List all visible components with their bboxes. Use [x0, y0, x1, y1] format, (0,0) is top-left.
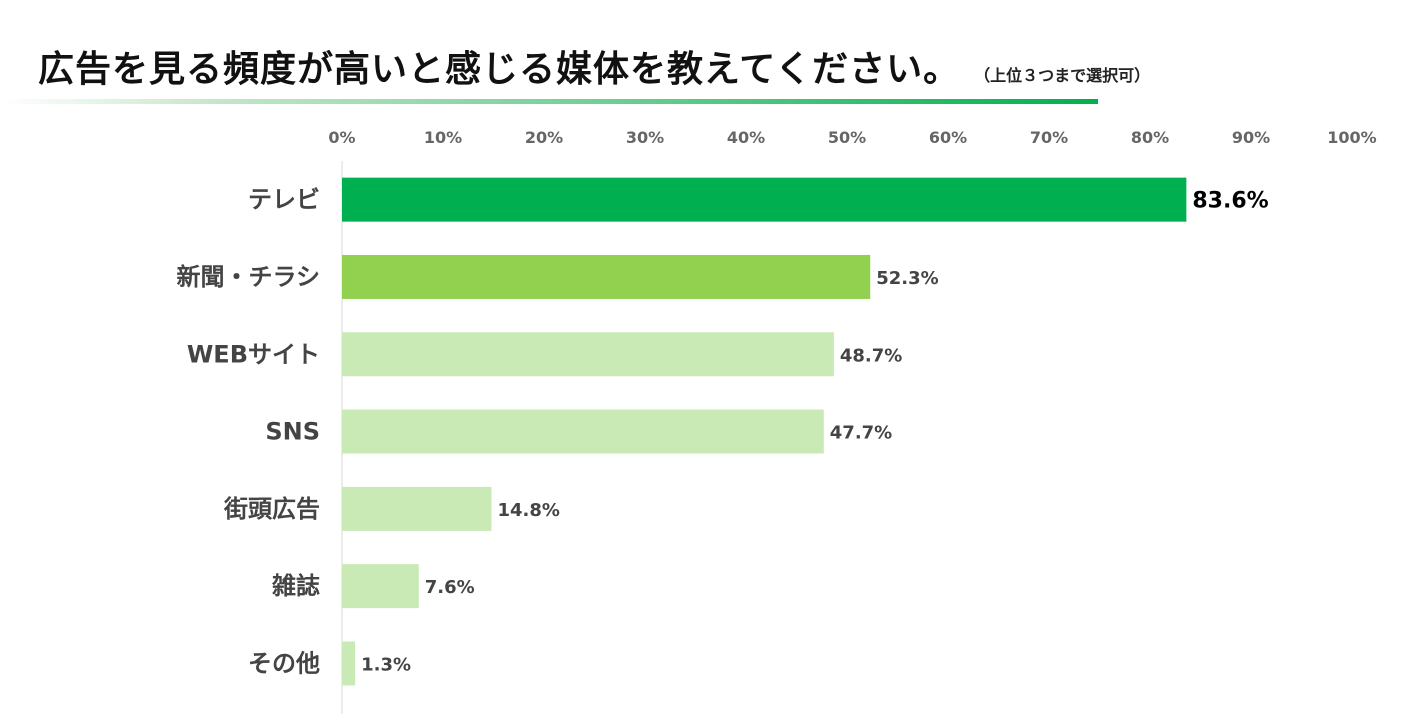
- bar: [342, 641, 356, 686]
- category-label: 新聞・チラシ: [176, 263, 320, 291]
- x-tick-label: 40%: [727, 128, 765, 147]
- value-label: 47.7%: [830, 423, 892, 444]
- value-label: 83.6%: [1192, 189, 1268, 214]
- value-label: 7.6%: [425, 577, 475, 598]
- category-label: WEBサイト: [187, 340, 320, 368]
- category-label: テレビ: [248, 186, 320, 214]
- title-underline: [0, 99, 1098, 104]
- category-label: 街頭広告: [223, 495, 320, 523]
- x-tick-label: 20%: [525, 128, 563, 147]
- chart-title-block: 広告を見る頻度が高いと感じる媒体を教えてください。 （上位３つまで選択可）: [38, 40, 1150, 92]
- category-label: 雑誌: [271, 572, 320, 600]
- value-label: 52.3%: [876, 268, 938, 289]
- bar: [342, 409, 824, 454]
- value-label: 1.3%: [361, 654, 411, 675]
- x-tick-label: 60%: [929, 128, 967, 147]
- bar: [342, 564, 419, 609]
- x-tick-label: 100%: [1327, 128, 1376, 147]
- category-label: その他: [248, 649, 320, 677]
- x-tick-label: 0%: [328, 128, 355, 147]
- bar: [342, 486, 492, 531]
- value-label: 14.8%: [497, 500, 559, 521]
- bar: [342, 254, 871, 299]
- x-tick-label: 70%: [1030, 128, 1068, 147]
- chart-subtitle: （上位３つまで選択可）: [982, 66, 1151, 85]
- x-tick-label: 80%: [1131, 128, 1169, 147]
- bar: [342, 177, 1187, 222]
- chart-title: 広告を見る頻度が高いと感じる媒体を教えてください。: [38, 49, 961, 90]
- x-tick-label: 90%: [1232, 128, 1270, 147]
- category-label: SNS: [265, 418, 320, 446]
- x-tick-label: 50%: [828, 128, 866, 147]
- bar: [342, 332, 834, 377]
- value-label: 48.7%: [840, 345, 902, 366]
- x-tick-label: 30%: [626, 128, 664, 147]
- x-tick-label: 10%: [424, 128, 462, 147]
